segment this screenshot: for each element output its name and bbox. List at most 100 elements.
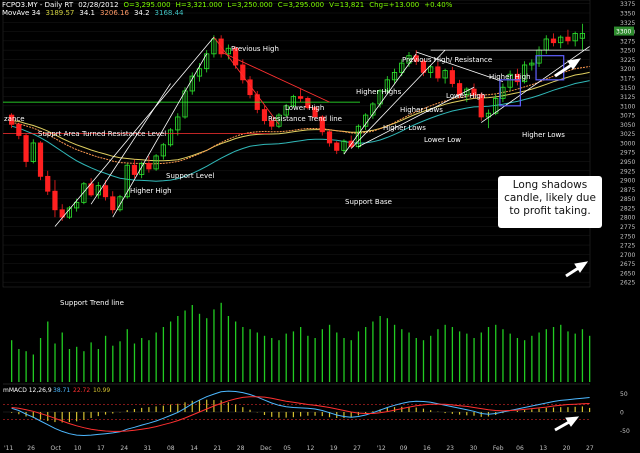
price-tick-label: 2975: [620, 150, 635, 157]
volume-bar: [263, 335, 266, 382]
volume-bar: [32, 354, 34, 382]
header-field: MovAve 34: [2, 9, 41, 17]
volume-bar: [321, 329, 323, 382]
volume-bar: [249, 329, 251, 382]
candle-body: [370, 103, 376, 116]
macd-readout: 38.71: [53, 387, 70, 394]
volume-bar: [220, 302, 222, 382]
time-tick-label: 05: [283, 445, 291, 452]
time-tick-label: 13: [539, 445, 547, 452]
volume-bar: [386, 318, 389, 382]
header-field: C=3,295.000: [277, 1, 325, 9]
volume-bar: [379, 316, 381, 382]
candle-body: [312, 107, 318, 118]
price-tick-label: 3000: [620, 140, 635, 147]
label-higher-high-left: Higher High: [130, 187, 172, 195]
volume-bar: [538, 332, 540, 382]
candle-body: [59, 209, 65, 218]
candle-body: [514, 73, 520, 83]
candle-body: [485, 112, 492, 118]
candle-body: [225, 47, 231, 55]
time-tick-label: 27: [353, 445, 361, 452]
last-price-badge: [614, 26, 634, 36]
price-tick-label: 2625: [620, 280, 635, 287]
candle-body: [341, 140, 347, 151]
price-tick-label: 2900: [620, 178, 635, 185]
higher-lows-line: [358, 86, 475, 148]
label-previous-high: Previous High: [231, 45, 279, 53]
candle-body: [399, 62, 405, 73]
volume-bar: [119, 341, 121, 382]
volume-bar: [25, 351, 27, 382]
candle-body: [23, 135, 29, 162]
candle-body: [81, 183, 87, 203]
label-higher-highs: Higher Highs: [356, 88, 402, 96]
price-tick-label: 2850: [620, 196, 635, 203]
header-line-2: MovAve 34 3189.57 34.1 3206.16 34.2 3168.44: [2, 9, 188, 17]
price-tick-label: 2925: [620, 168, 635, 175]
header-field: 3189.57: [45, 9, 75, 17]
volume-bar: [184, 310, 186, 382]
volume-bar: [162, 327, 165, 382]
volume-bar: [234, 321, 237, 382]
candle-body: [428, 66, 434, 73]
price-tick-label: 2775: [620, 224, 635, 231]
annotation-lines: [3, 36, 590, 227]
volume-bar: [104, 335, 107, 382]
volume-bar: [133, 343, 136, 382]
price-tick-label: 3375: [620, 1, 635, 8]
volume-bar: [415, 338, 417, 382]
time-tick-label: 31: [144, 445, 152, 452]
volume-bar: [495, 324, 497, 382]
macd-tick-label: 0: [620, 410, 624, 417]
volume-bar: [516, 338, 519, 382]
header-field: L=3,250.000: [227, 1, 273, 9]
volume-bar: [148, 340, 150, 382]
grid: [3, 3, 590, 283]
volume-bar: [83, 351, 85, 382]
volume-bar: [574, 333, 576, 382]
volume-bar: [365, 327, 367, 382]
volume-bar: [545, 329, 547, 382]
volume-bar: [502, 329, 504, 382]
price-tick-label: 2875: [620, 187, 635, 194]
macd-readout: 22.72: [73, 387, 90, 394]
price-tick-label: 2800: [620, 215, 635, 222]
label-zance: zance: [4, 115, 25, 123]
volume-bar: [328, 324, 331, 382]
volume-bar: [372, 321, 374, 382]
label-prev-high-resistance: Previous High/ Resistance: [402, 56, 492, 64]
price-tick-label: 3225: [620, 57, 635, 64]
volume-bar: [47, 321, 49, 382]
macd-readout: mMACD 12,26,9: [3, 387, 52, 394]
header-field: 3206.16: [99, 9, 129, 17]
price-tick-label: 2950: [620, 159, 635, 166]
label-support-trend-line: Support Trend line: [60, 299, 124, 307]
price-tick-label: 3050: [620, 122, 635, 129]
volume-bar: [357, 331, 360, 382]
volume-bar: [11, 340, 13, 382]
volume-bar: [300, 327, 302, 382]
price-panel-frame: [2, 0, 591, 288]
time-tick-label: Feb: [493, 445, 504, 452]
candle-body: [500, 86, 506, 99]
price-tick-label: 3075: [620, 113, 635, 120]
time-tick-label: 14: [190, 445, 198, 452]
volume-bar: [97, 349, 100, 382]
volume-bar: [271, 338, 273, 382]
volume-bar: [141, 338, 143, 382]
label-support-area: Supprt Area Turned Resistance Level: [38, 130, 166, 138]
label-lower-low: Lower Low: [424, 136, 461, 144]
label-higher-high-right: Higher High: [489, 73, 531, 81]
price-tick-label: 3175: [620, 75, 635, 82]
candle-body: [52, 190, 58, 211]
time-tick-label: '12: [376, 445, 385, 452]
volume-bar: [285, 333, 287, 382]
volume-bar: [307, 335, 309, 382]
macd-tick-label: 50: [620, 391, 628, 398]
volume-bar: [206, 318, 208, 382]
candle-body: [175, 116, 181, 131]
volume-bar: [336, 332, 338, 382]
candle-body: [232, 47, 239, 66]
